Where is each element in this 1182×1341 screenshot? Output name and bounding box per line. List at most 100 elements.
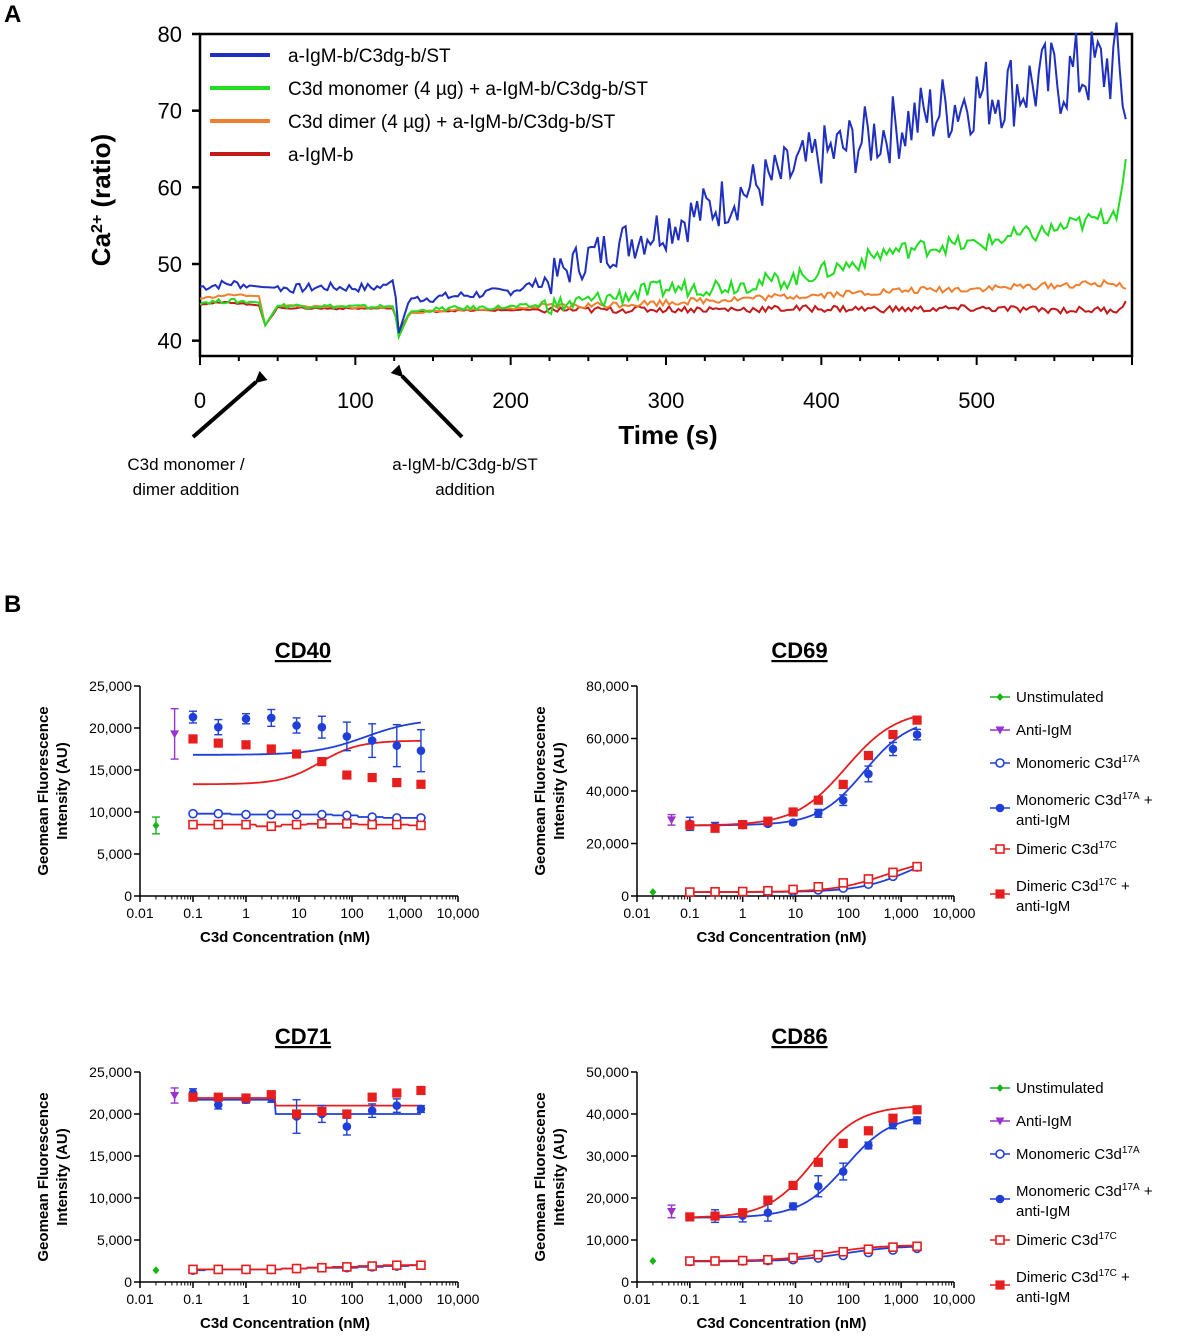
point-dimer bbox=[685, 887, 695, 897]
point-dimer bbox=[813, 882, 824, 892]
point-dimer bbox=[710, 886, 720, 897]
y-tick-label: 20,000 bbox=[586, 1190, 629, 1206]
point-mono-anti bbox=[367, 1106, 377, 1115]
x-tick-label: 0.01 bbox=[623, 905, 650, 921]
point-mono-anti bbox=[813, 809, 823, 818]
legend-label: Monomeric C3d17A bbox=[1016, 1145, 1140, 1163]
fit-curve-dimer-anti bbox=[193, 739, 421, 786]
fit-curve-dimer bbox=[689, 864, 918, 893]
panel-a-xlabel: Time (s) bbox=[618, 420, 717, 450]
legend-label: Dimeric C3d17C + bbox=[1016, 877, 1130, 895]
y-tick-label: 0 bbox=[621, 1274, 629, 1290]
x-tick-label: 100 bbox=[837, 905, 861, 921]
point-dimer bbox=[241, 819, 251, 830]
legend-marker bbox=[995, 1117, 1005, 1126]
point-dimer bbox=[367, 819, 377, 830]
point-dimer-anti bbox=[912, 715, 922, 725]
x-tick-label: 10,000 bbox=[437, 905, 480, 921]
y-axis-label: Geomean Fluorescence Intensity (AU) bbox=[35, 1092, 71, 1261]
fit-curve-dimer bbox=[193, 822, 421, 828]
x-tick-label: 0.1 bbox=[680, 905, 700, 921]
panel-label-a: A bbox=[4, 1, 21, 28]
point-dimer bbox=[888, 867, 898, 878]
point-dimer bbox=[788, 884, 798, 895]
x-tick-label: 10 bbox=[291, 1291, 307, 1307]
fit-curve-mono-anti bbox=[689, 1117, 918, 1219]
point-mono-anti bbox=[864, 769, 873, 779]
x-tick-label: 200 bbox=[492, 388, 529, 413]
cd86-chart: CD86 0 10,000 20,000 30,000 40,000 50,000 0.01 0… bbox=[532, 1024, 976, 1332]
point-mono-anti bbox=[416, 746, 426, 755]
fit-curve-mono-anti bbox=[193, 1098, 421, 1115]
point-dimer bbox=[342, 1262, 352, 1272]
fit-curve-dimer-anti bbox=[193, 1097, 421, 1107]
point-mono-anti bbox=[912, 1116, 922, 1125]
point-dimer-anti bbox=[291, 1109, 302, 1119]
x-tick-label: 0.01 bbox=[623, 1291, 650, 1307]
chart-title: CD40 bbox=[275, 638, 331, 663]
point-dimer-anti bbox=[416, 1085, 426, 1096]
x-tick-label: 100 bbox=[837, 1291, 861, 1307]
fit-curve-dimer-anti bbox=[689, 715, 918, 827]
point-mono-anti bbox=[813, 1181, 823, 1191]
legend-label-a-igm-c3dg: a-IgM-b/C3dg-b/ST bbox=[288, 46, 451, 67]
point-dimer-anti bbox=[367, 1092, 377, 1102]
point-dimer-anti bbox=[367, 772, 377, 783]
x-tick-label: 10,000 bbox=[933, 1291, 976, 1307]
point-dimer bbox=[188, 819, 198, 830]
legend-label-dimer: C3d dimer (4 µg) + a-IgM-b/C3dg-b/ST bbox=[288, 112, 616, 133]
point-mono bbox=[342, 810, 352, 821]
panel-a-legend: a-IgM-b/C3dg-b/ST C3d monomer (4 µg) + a… bbox=[210, 46, 648, 166]
legend-label: Unstimulated bbox=[1016, 689, 1104, 706]
y-tick-label: 5,000 bbox=[97, 846, 132, 862]
point-mono-anti bbox=[838, 795, 848, 805]
legend-label: Monomeric C3d17A + bbox=[1016, 1182, 1153, 1200]
y-tick-label: 20,000 bbox=[586, 836, 629, 852]
point-dimer-anti bbox=[317, 1106, 327, 1117]
y-tick-label: 15,000 bbox=[89, 1148, 132, 1164]
point-dimer-anti bbox=[813, 795, 823, 805]
point-dimer bbox=[416, 1260, 426, 1270]
x-tick-label: 100 bbox=[340, 905, 364, 921]
y-tick-label: 25,000 bbox=[89, 678, 132, 694]
point-dimer bbox=[737, 1255, 748, 1266]
fit-curve-dimer-anti bbox=[689, 1105, 918, 1219]
y-axis-label: Geomean Fluorescence Intensity (AU) bbox=[35, 706, 71, 875]
point-dimer bbox=[838, 878, 849, 888]
fit-curve-mono-anti bbox=[193, 721, 421, 756]
x-axis-label: C3d Concentration (nM) bbox=[697, 929, 867, 946]
legend-label-line2: anti-IgM bbox=[1016, 898, 1070, 915]
point-mono-anti bbox=[416, 1104, 426, 1114]
point-mono-anti bbox=[838, 1167, 848, 1176]
x-tick-label: 400 bbox=[803, 388, 840, 413]
x-tick-label: 500 bbox=[958, 388, 995, 413]
x-tick-label: 0.1 bbox=[183, 905, 203, 921]
point-dimer bbox=[416, 820, 426, 831]
point-dimer-anti bbox=[317, 757, 327, 767]
legend-label: Monomeric C3d17A + bbox=[1016, 791, 1153, 809]
x-tick-label: 1,000 bbox=[387, 1291, 422, 1307]
x-tick-label: 1 bbox=[739, 905, 747, 921]
panel-b-legend-bottom: Unstimulated Anti-IgM Monomeric C3d17A Mono… bbox=[990, 1080, 1153, 1306]
y-tick-label: 50 bbox=[158, 252, 182, 277]
point-mono-anti bbox=[367, 736, 377, 745]
x-tick-label: 0.01 bbox=[126, 1291, 153, 1307]
point-dimer-anti bbox=[788, 807, 798, 817]
point-mono bbox=[266, 809, 277, 820]
x-tick-label: 10 bbox=[788, 1291, 804, 1307]
y-tick-label: 80 bbox=[158, 22, 182, 47]
point-mono bbox=[317, 809, 327, 820]
point-unstimulated bbox=[649, 1257, 657, 1265]
point-dimer bbox=[763, 1254, 773, 1265]
point-dimer bbox=[788, 1252, 798, 1263]
legend-marker bbox=[995, 889, 1005, 899]
point-mono-anti bbox=[342, 1122, 352, 1131]
point-dimer bbox=[685, 1256, 695, 1266]
point-dimer-anti bbox=[738, 1208, 748, 1218]
series-line-2 bbox=[200, 278, 1127, 341]
x-tick-label: 0.1 bbox=[183, 1291, 203, 1307]
y-tick-label: 40,000 bbox=[586, 783, 629, 799]
point-dimer-anti bbox=[392, 778, 402, 788]
point-dimer bbox=[266, 1264, 277, 1275]
